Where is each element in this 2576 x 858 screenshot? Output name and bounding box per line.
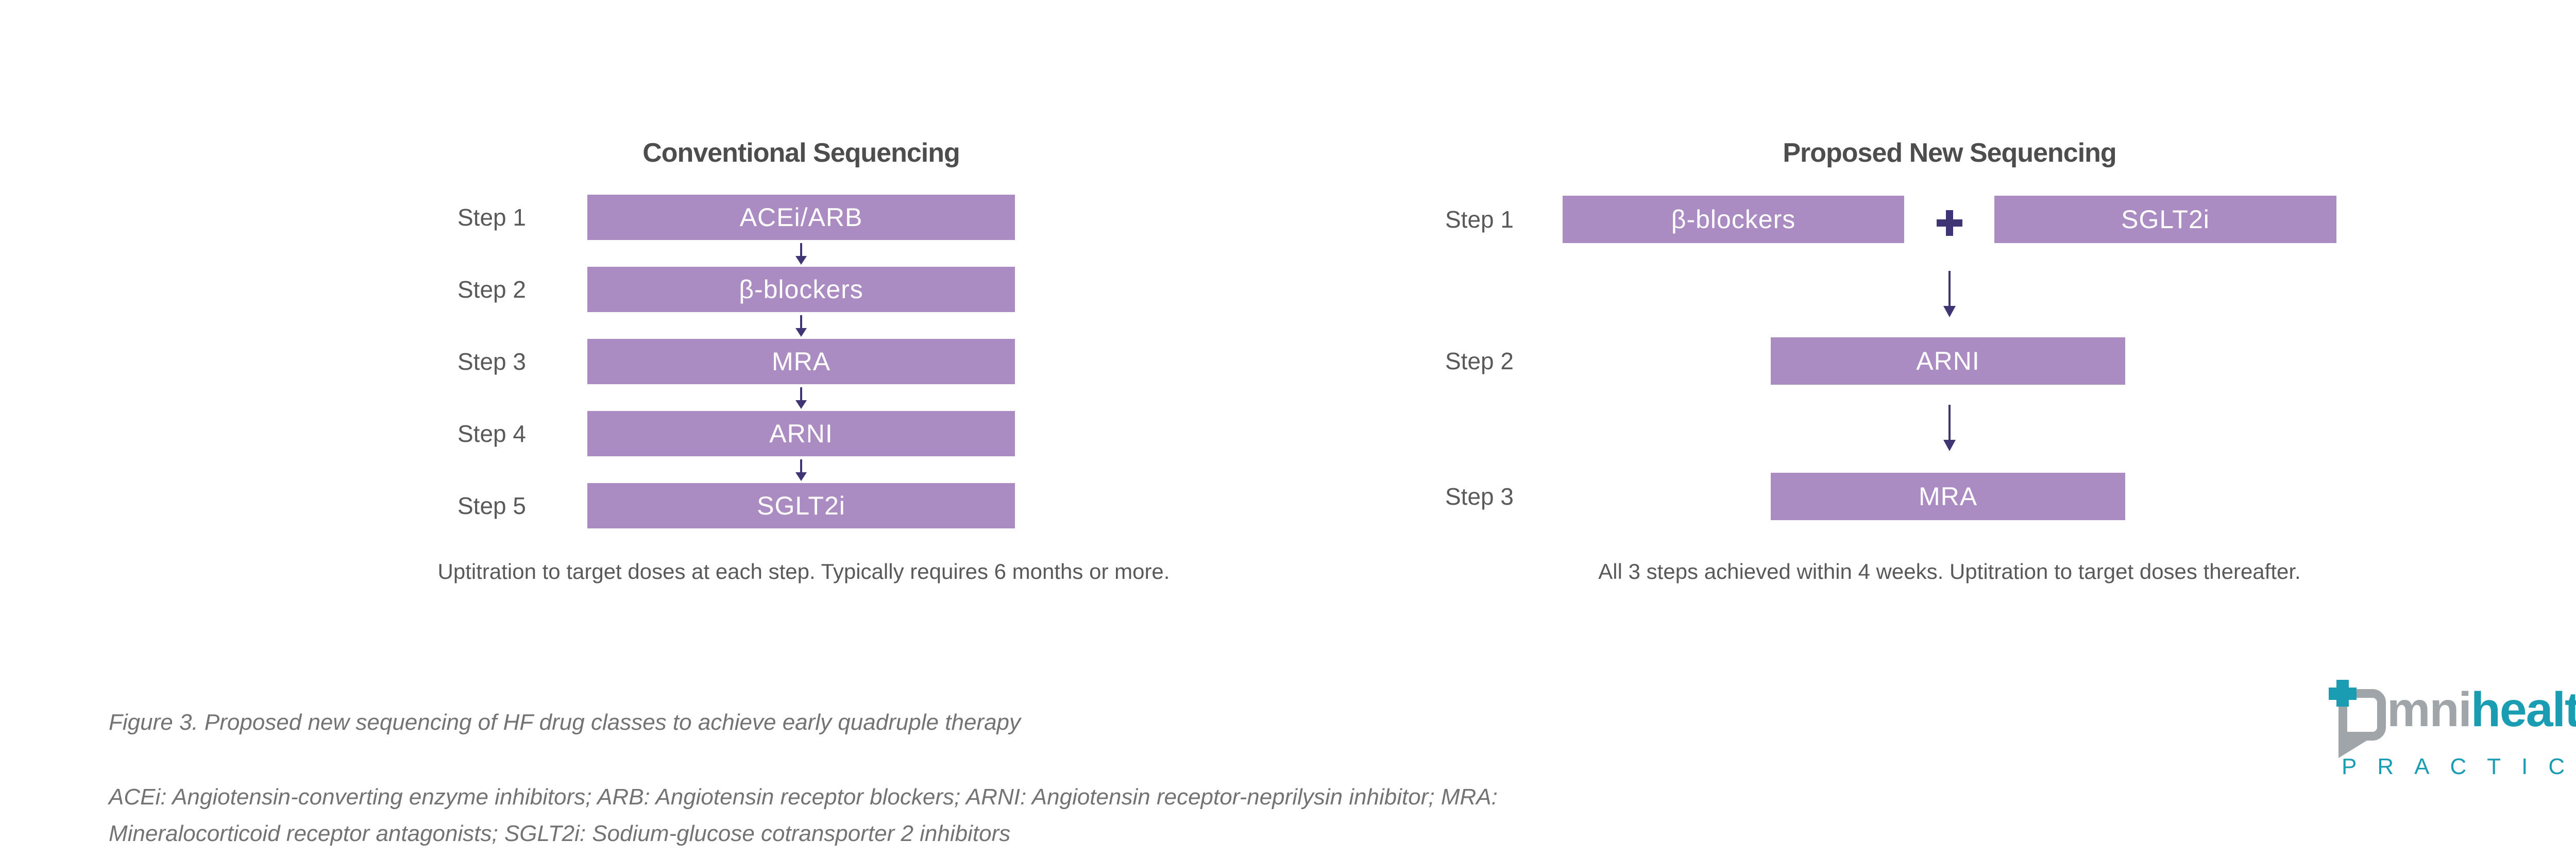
arrow-stem [1948, 405, 1951, 440]
conventional-step4-box: ARNI [587, 411, 1015, 456]
proposed-caption: All 3 steps achieved within 4 weeks. Upt… [1598, 559, 2301, 584]
abbreviations: ACEi: Angiotensin-converting enzyme inhi… [109, 779, 1974, 852]
proposed-step3-label: Step 3 [1445, 483, 1514, 510]
arrow-head [1943, 306, 1956, 317]
down-arrow-icon [1939, 271, 1960, 317]
conventional-step4-label: Step 4 [457, 420, 526, 447]
conventional-step2-label: Step 2 [457, 276, 526, 303]
conventional-step3-box: MRA [587, 339, 1015, 384]
logo-subtitle: PRACTICE [2342, 754, 2576, 779]
arrow-stem [1948, 271, 1951, 306]
arrow-stem [800, 243, 802, 256]
logo-word-gray: mni [2387, 682, 2472, 737]
abbreviations-line2: Mineralocorticoid receptor antagonists; … [109, 821, 1011, 847]
down-arrow-icon [791, 387, 811, 409]
conventional-step5-label: Step 5 [457, 492, 526, 519]
medical-cross-icon [2329, 688, 2357, 700]
arrow-head [1943, 440, 1956, 451]
plus-horizontal-bar [1937, 219, 1962, 227]
conventional-step5-box: SGLT2i [587, 483, 1015, 528]
conventional-step2-box: β-blockers [587, 267, 1015, 312]
arrow-stem [800, 315, 802, 328]
arrow-head [795, 400, 807, 409]
conventional-caption: Uptitration to target doses at each step… [437, 559, 1170, 584]
conventional-step1-box: ACEi/ARB [587, 195, 1015, 240]
plus-icon [1937, 210, 1962, 236]
conventional-step1-label: Step 1 [457, 204, 526, 231]
arrow-head [795, 328, 807, 337]
proposed-step2-label: Step 2 [1445, 348, 1514, 374]
proposed-step1-box-beta-blockers: β-blockers [1563, 196, 1904, 243]
conventional-step3-label: Step 3 [457, 348, 526, 375]
proposed-title: Proposed New Sequencing [1783, 138, 2116, 168]
proposed-step3-box: MRA [1771, 473, 2125, 520]
logo-word-teal: health [2470, 682, 2576, 737]
figure-caption: Figure 3. Proposed new sequencing of HF … [109, 710, 1021, 735]
arrow-head [795, 472, 807, 481]
logo-wordmark: mnihealth [2387, 682, 2576, 738]
proposed-step1-box-sglt2i: SGLT2i [1994, 196, 2336, 243]
proposed-step1-label: Step 1 [1445, 206, 1514, 233]
abbreviations-line1: ACEi: Angiotensin-converting enzyme inhi… [109, 784, 1498, 810]
down-arrow-icon [791, 243, 811, 265]
down-arrow-icon [791, 315, 811, 337]
omnihealth-practice-logo: mnihealth PRACTICE [2326, 679, 2576, 787]
arrow-head [795, 256, 807, 265]
logo-speech-bubble-tail [2338, 740, 2368, 758]
down-arrow-icon [791, 459, 811, 481]
arrow-stem [800, 459, 802, 472]
proposed-step2-box: ARNI [1771, 337, 2125, 385]
arrow-stem [800, 387, 802, 400]
conventional-title: Conventional Sequencing [642, 138, 960, 168]
down-arrow-icon [1939, 405, 1960, 451]
